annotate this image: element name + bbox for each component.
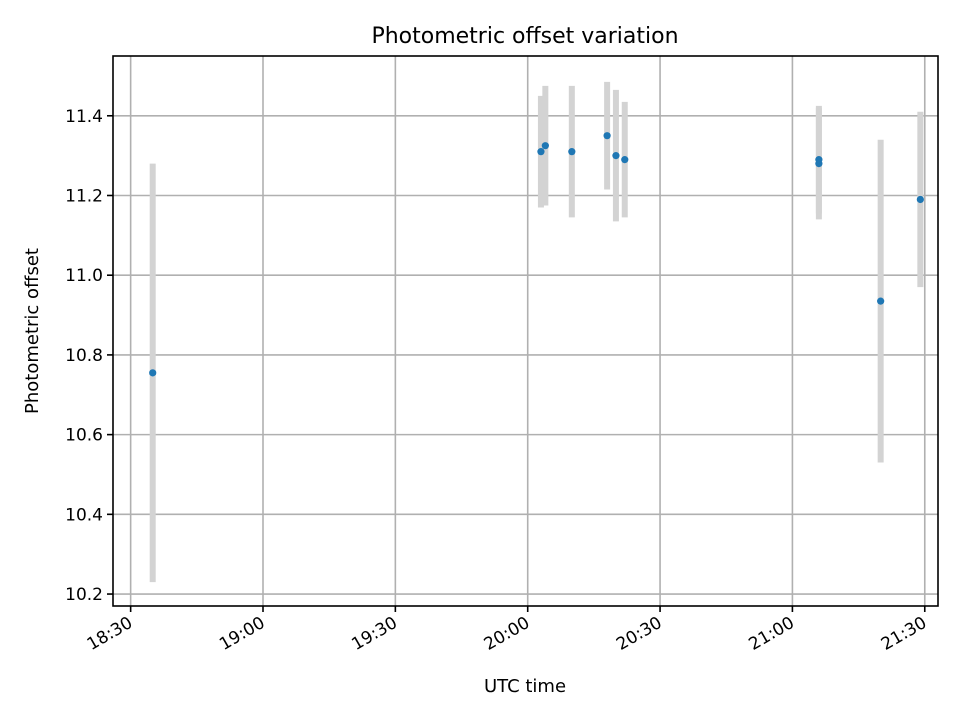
data-point [149,369,157,377]
chart-title: Photometric offset variation [371,24,678,49]
data-point [568,148,576,156]
y-tick-label: 10.4 [65,505,103,525]
data-point [612,152,620,160]
ticks: 18:30 19:00 19:30 20:00 20:30 21:00 21:30 10.2 1… [65,107,930,655]
y-tick-label: 11.4 [65,107,103,127]
y-tick-label: 10.6 [65,426,103,446]
data-point [877,297,885,305]
x-tick-label: 21:30 [878,613,930,655]
data-points [149,132,924,377]
data-point [621,156,629,164]
x-tick-label: 18:30 [84,613,136,655]
x-tick-label: 21:00 [745,613,797,655]
x-tick-label: 19:30 [348,613,400,655]
y-tick-label: 11.0 [65,266,103,286]
data-point [541,142,549,150]
error-bars [149,81,924,583]
data-point [537,148,545,156]
x-tick-label: 20:30 [613,613,665,655]
y-tick-label: 11.2 [65,186,103,206]
data-point [815,156,823,164]
y-tick-label: 10.2 [65,585,103,605]
plot-frame [112,55,939,607]
x-tick-label: 20:00 [481,613,533,655]
y-axis-label: Photometric offset [22,248,43,414]
x-axis-label: UTC time [484,676,566,697]
grid [113,56,938,606]
data-point [603,132,611,140]
y-tick-label: 10.8 [65,346,103,366]
data-point [916,195,924,204]
x-tick-label: 19:00 [216,613,268,655]
